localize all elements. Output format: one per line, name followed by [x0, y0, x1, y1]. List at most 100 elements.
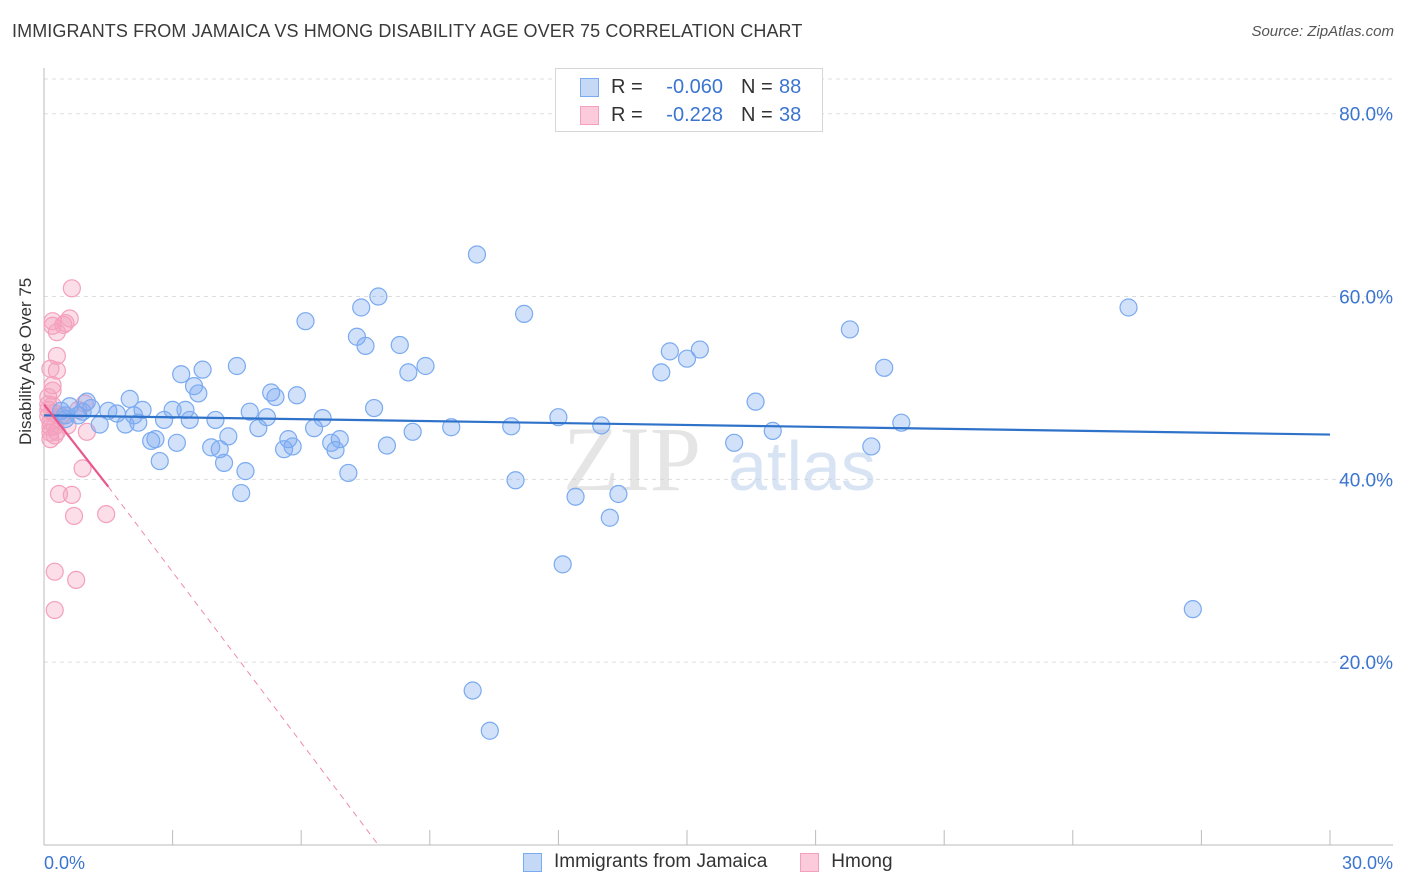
jamaica-point	[840, 320, 859, 339]
y-tick-labels: 20.0% 40.0% 60.0% 80.0%	[1339, 105, 1393, 674]
hmong-point	[62, 279, 81, 298]
hmong-point	[45, 562, 64, 581]
jamaica-point	[600, 508, 619, 527]
jamaica-point	[566, 487, 585, 506]
jamaica-point	[660, 342, 679, 361]
jamaica-point	[313, 409, 332, 428]
r-label: R =	[611, 75, 643, 98]
jamaica-point	[339, 463, 358, 483]
jamaica-point	[369, 287, 388, 306]
bottom-legend: Immigrants from Jamaica Hmong	[523, 851, 926, 873]
jamaica-point	[463, 681, 482, 700]
jamaica-point	[862, 437, 881, 456]
jamaica-point	[287, 386, 307, 405]
r-label: R =	[611, 103, 643, 126]
jamaica-point	[403, 422, 422, 441]
trend-lines	[43, 403, 1331, 846]
jamaica-point	[73, 402, 92, 421]
jamaica-r-value: -0.060	[666, 75, 723, 98]
jamaica-point	[467, 245, 487, 264]
jamaica-point	[875, 358, 894, 377]
y-tick-label: 40.0%	[1339, 470, 1393, 491]
legend-swatch-jamaica	[523, 852, 542, 872]
legend-item-hmong[interactable]: Hmong	[800, 851, 893, 873]
jamaica-point	[553, 555, 572, 574]
hmong-point	[43, 381, 62, 400]
y-axis-label-text: Disability Age Over 75	[16, 277, 35, 445]
hmong-n-value: 38	[779, 103, 802, 126]
jamaica-point	[227, 356, 246, 376]
legend-item-jamaica[interactable]: Immigrants from Jamaica	[523, 851, 767, 873]
jamaica-point	[592, 416, 611, 435]
jamaica-point	[352, 298, 371, 317]
watermark-atlas: atlas	[728, 427, 876, 505]
jamaica-point	[399, 363, 418, 382]
gridlines	[44, 78, 1393, 663]
jamaica-point	[240, 402, 259, 421]
jamaica-point	[210, 440, 229, 459]
jamaica-point	[442, 418, 461, 437]
source-label: Source: ZipAtlas.com	[1251, 23, 1394, 40]
jamaica-point	[326, 441, 345, 460]
jamaica-point	[266, 387, 285, 407]
x-ticks	[43, 830, 1331, 845]
jamaica-point	[219, 427, 238, 446]
hmong-point	[67, 570, 86, 590]
jamaica-trend-line	[43, 414, 1331, 436]
jamaica-points	[52, 245, 1202, 740]
y-tick-label: 20.0%	[1339, 653, 1393, 674]
jamaica-point	[236, 462, 255, 481]
legend-label-hmong: Hmong	[831, 851, 893, 872]
jamaica-point	[214, 453, 234, 472]
x-tick-label-min: 0.0%	[44, 853, 85, 873]
hmong-point	[45, 600, 64, 620]
y-tick-label: 80.0%	[1339, 105, 1393, 126]
hmong-point	[47, 361, 66, 380]
hmong-trend-extension	[107, 486, 379, 846]
n-label: N =	[741, 75, 773, 98]
stats-row-jamaica: R = -0.060 N = 88	[556, 73, 801, 101]
hmong-points	[39, 279, 116, 620]
jamaica-point	[193, 360, 212, 379]
jamaica-point	[146, 430, 165, 449]
jamaica-point	[180, 410, 199, 430]
jamaica-point	[330, 430, 349, 449]
hmong-point	[73, 459, 92, 478]
jamaica-n-value: 88	[779, 75, 802, 98]
jamaica-point	[390, 335, 409, 355]
jamaica-point	[172, 365, 191, 384]
jamaica-point	[283, 437, 302, 456]
jamaica-point	[746, 392, 765, 411]
jamaica-point	[690, 340, 709, 359]
jamaica-point	[502, 417, 521, 436]
jamaica-point	[296, 312, 315, 331]
jamaica-point	[133, 400, 152, 419]
legend-label-jamaica: Immigrants from Jamaica	[554, 851, 768, 872]
jamaica-point	[356, 336, 375, 355]
hmong-point	[64, 506, 84, 526]
jamaica-point	[892, 413, 911, 432]
hmong-point	[60, 309, 79, 328]
jamaica-point	[677, 349, 697, 368]
jamaica-point	[652, 363, 671, 382]
jamaica-point	[549, 408, 568, 427]
chart-title: IMMIGRANTS FROM JAMAICA VS HMONG DISABIL…	[12, 21, 803, 41]
hmong-point	[97, 504, 116, 524]
jamaica-point	[189, 384, 208, 403]
n-label: N =	[741, 103, 773, 126]
jamaica-point	[364, 398, 384, 418]
stats-legend: R = -0.060 N = 88 R = -0.228 N = 38	[555, 68, 823, 132]
jamaica-point	[167, 433, 186, 452]
jamaica-point	[725, 433, 744, 452]
axes	[43, 68, 1393, 846]
jamaica-point	[506, 471, 525, 490]
jamaica-point	[416, 356, 435, 376]
hmong-point	[62, 485, 81, 504]
hmong-trend-line	[43, 403, 110, 488]
jamaica-point	[257, 408, 277, 427]
y-axis-label: Disability Age Over 75	[16, 278, 36, 445]
jamaica-point	[480, 721, 499, 740]
jamaica-point	[609, 484, 628, 504]
hmong-point	[49, 484, 69, 504]
